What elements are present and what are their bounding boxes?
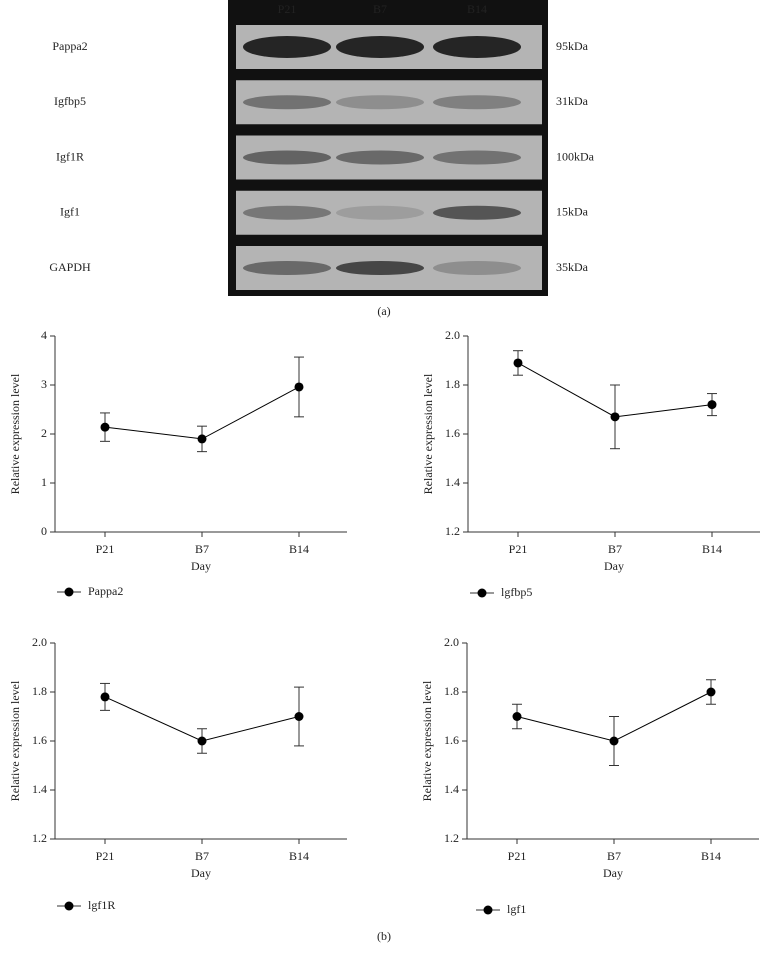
- y-tick-label: 1.4: [444, 782, 459, 796]
- lane-label: B7: [373, 2, 387, 16]
- blot-band: [243, 150, 331, 165]
- y-tick-label: 1.6: [445, 426, 460, 440]
- caption-b: (b): [377, 929, 391, 943]
- y-tick-label: 4: [41, 328, 47, 342]
- x-axis-label: Day: [191, 559, 211, 573]
- y-tick-label: 2.0: [32, 635, 47, 649]
- legend-label: Pappa2: [88, 584, 123, 598]
- blot-band: [433, 150, 521, 165]
- y-axis-label: Relative expression level: [8, 680, 22, 801]
- blot-band: [433, 36, 521, 58]
- y-tick-label: 3: [41, 377, 47, 391]
- y-axis-label: Relative expression level: [421, 373, 435, 494]
- legend-marker: [477, 588, 487, 598]
- blot-row-label: GAPDH: [49, 260, 91, 274]
- x-tick-label: P21: [96, 849, 115, 863]
- y-tick-label: 2.0: [445, 328, 460, 342]
- x-axis-label: Day: [603, 866, 623, 880]
- legend-label: lgfbp5: [501, 585, 532, 599]
- blot-row-label: Igfbp5: [54, 94, 86, 108]
- blot-size-label: 100kDa: [556, 149, 595, 163]
- blot-size-label: 15kDa: [556, 205, 589, 219]
- blot-size-label: 31kDa: [556, 94, 589, 108]
- legend-label: lgf1R: [88, 898, 115, 912]
- blot-band: [243, 261, 331, 275]
- x-tick-label: P21: [509, 542, 528, 556]
- caption-a: (a): [377, 304, 390, 318]
- lane-label: P21: [278, 2, 297, 16]
- data-point: [513, 358, 523, 368]
- legend-label: lgf1: [507, 902, 526, 916]
- x-axis-label: Day: [604, 559, 624, 573]
- data-point: [707, 400, 717, 410]
- y-tick-label: 1.6: [444, 733, 459, 747]
- y-tick-label: 1.4: [32, 782, 47, 796]
- legend-marker: [64, 587, 74, 597]
- blot-band: [433, 95, 521, 110]
- legend-marker: [483, 905, 493, 915]
- y-tick-label: 1.8: [445, 377, 460, 391]
- y-tick-label: 1.6: [32, 733, 47, 747]
- x-tick-label: B7: [195, 849, 209, 863]
- y-tick-label: 1.8: [444, 684, 459, 698]
- data-point: [512, 712, 522, 721]
- data-point: [294, 712, 304, 721]
- blot-row-label: Igf1: [60, 205, 80, 219]
- y-axis-label: Relative expression level: [8, 373, 22, 494]
- y-tick-label: 0: [41, 524, 47, 538]
- blot-band: [336, 95, 424, 110]
- data-point: [197, 434, 207, 444]
- x-tick-label: B7: [607, 849, 621, 863]
- lane-label: B14: [467, 2, 487, 16]
- y-tick-label: 1.2: [445, 524, 460, 538]
- y-tick-label: 1.4: [445, 475, 460, 489]
- blot-row-label: Igf1R: [56, 149, 84, 163]
- y-axis-label: Relative expression level: [420, 680, 434, 801]
- blot-band: [433, 261, 521, 275]
- blot-band: [243, 205, 331, 220]
- blot-band: [433, 205, 521, 220]
- legend-marker: [64, 901, 74, 911]
- y-tick-label: 2.0: [444, 635, 459, 649]
- blot-size-label: 95kDa: [556, 39, 589, 53]
- y-tick-label: 1: [41, 475, 47, 489]
- data-point: [706, 687, 716, 697]
- y-tick-label: 1.8: [32, 684, 47, 698]
- x-tick-label: B14: [289, 849, 309, 863]
- data-point: [609, 736, 619, 746]
- blot-band: [336, 150, 424, 165]
- blot-row-label: Pappa2: [52, 39, 87, 53]
- blot-band: [336, 261, 424, 275]
- x-tick-label: B14: [289, 542, 309, 556]
- data-point: [197, 736, 207, 746]
- blot-band: [336, 205, 424, 220]
- y-tick-label: 1.2: [32, 831, 47, 845]
- data-point: [100, 692, 110, 702]
- x-tick-label: B7: [608, 542, 622, 556]
- data-point: [100, 422, 110, 432]
- data-point: [610, 412, 620, 422]
- blot-band: [336, 36, 424, 58]
- y-tick-label: 1.2: [444, 831, 459, 845]
- x-tick-label: B14: [702, 542, 722, 556]
- x-tick-label: P21: [96, 542, 115, 556]
- x-axis-label: Day: [191, 866, 211, 880]
- blot-band: [243, 95, 331, 110]
- blot-band: [243, 36, 331, 58]
- x-tick-label: P21: [508, 849, 527, 863]
- x-tick-label: B7: [195, 542, 209, 556]
- x-tick-label: B14: [701, 849, 721, 863]
- y-tick-label: 2: [41, 426, 47, 440]
- data-point: [294, 382, 304, 392]
- blot-size-label: 35kDa: [556, 260, 589, 274]
